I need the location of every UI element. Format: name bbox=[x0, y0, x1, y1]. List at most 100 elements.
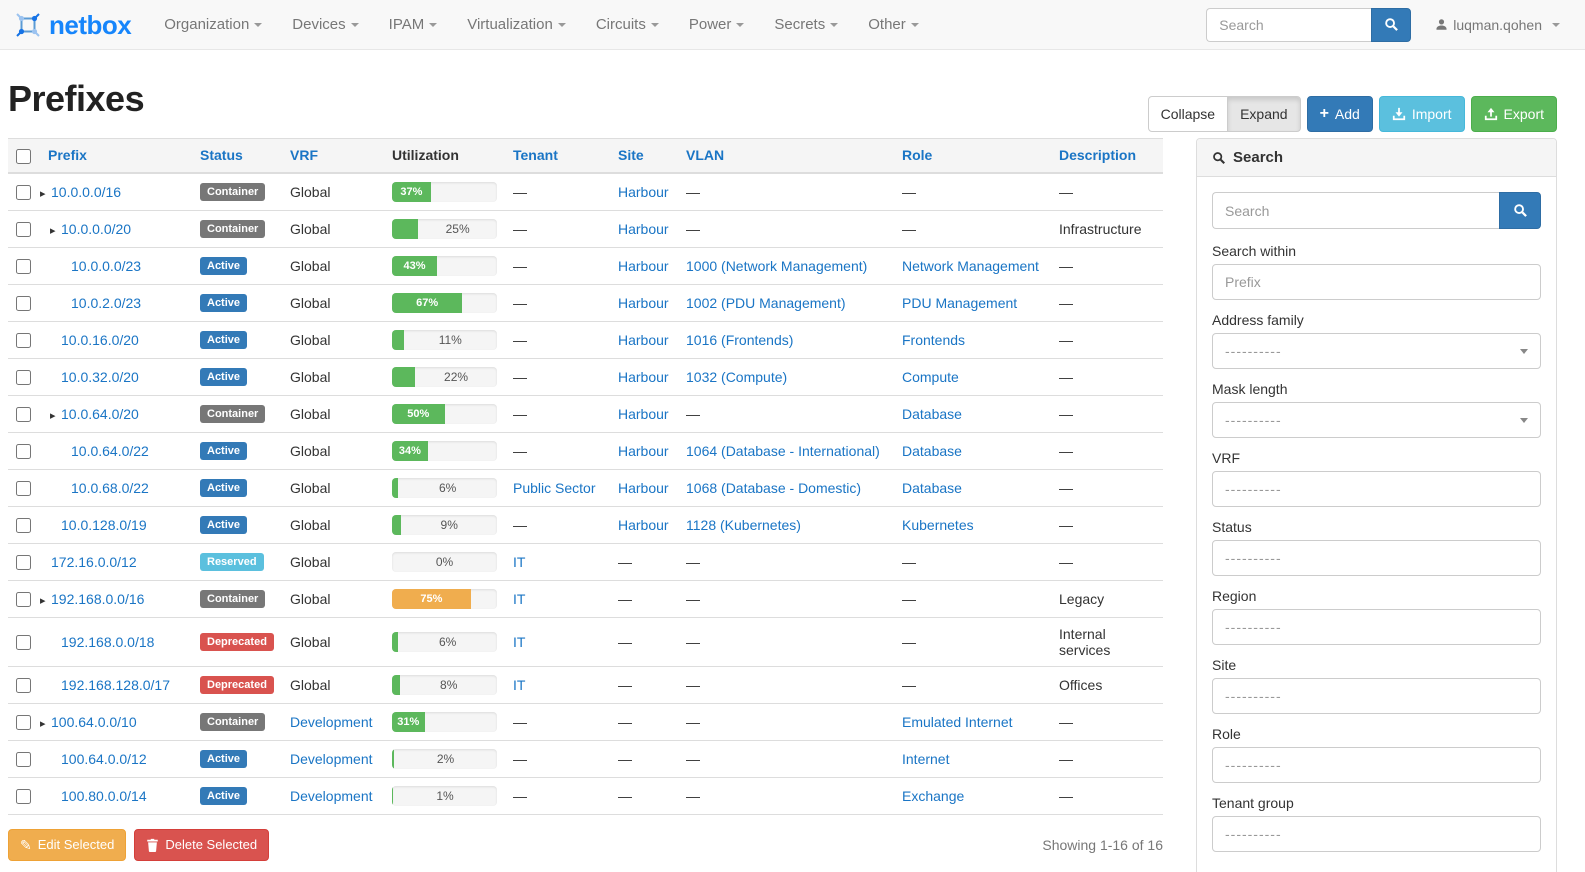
role-link[interactable]: Internet bbox=[902, 750, 950, 767]
user-menu[interactable]: luqman.qohen bbox=[1435, 17, 1560, 33]
prefix-link[interactable]: 100.64.0.0/10 bbox=[51, 713, 137, 730]
row-checkbox[interactable] bbox=[16, 592, 31, 608]
vrf-link[interactable]: Development bbox=[290, 787, 373, 804]
row-checkbox[interactable] bbox=[16, 481, 31, 497]
prefix-link[interactable]: 10.0.32.0/20 bbox=[61, 368, 139, 385]
collapse-button[interactable]: Collapse bbox=[1147, 96, 1229, 132]
role-link[interactable]: Compute bbox=[902, 368, 959, 385]
field-select-vrf[interactable]: ---------- bbox=[1212, 471, 1541, 507]
site-link[interactable]: Harbour bbox=[618, 257, 669, 274]
prefix-link[interactable]: 100.64.0.0/12 bbox=[61, 750, 147, 767]
row-checkbox[interactable] bbox=[16, 678, 31, 694]
tenant-link[interactable]: IT bbox=[513, 676, 526, 693]
prefix-link[interactable]: 10.0.68.0/22 bbox=[71, 479, 149, 496]
field-select-site[interactable]: ---------- bbox=[1212, 678, 1541, 714]
import-button[interactable]: Import bbox=[1378, 96, 1465, 132]
vrf-link[interactable]: Development bbox=[290, 713, 373, 730]
field-input-search-within[interactable] bbox=[1212, 264, 1541, 300]
column-header-prefix[interactable]: Prefix bbox=[40, 137, 192, 174]
vlan-link[interactable]: 1128 (Kubernetes) bbox=[686, 516, 801, 533]
role-link[interactable]: PDU Management bbox=[902, 294, 1018, 311]
row-checkbox[interactable] bbox=[16, 555, 31, 571]
row-checkbox[interactable] bbox=[16, 370, 31, 386]
field-select-region[interactable]: ---------- bbox=[1212, 609, 1541, 645]
row-checkbox[interactable] bbox=[16, 635, 31, 651]
site-link[interactable]: Harbour bbox=[618, 405, 669, 422]
role-link[interactable]: Database bbox=[902, 442, 962, 459]
vlan-link[interactable]: 1016 (Frontends) bbox=[686, 331, 794, 348]
prefix-link[interactable]: 192.168.128.0/17 bbox=[61, 676, 170, 693]
site-link[interactable]: Harbour bbox=[618, 331, 669, 348]
prefix-link[interactable]: 10.0.0.0/23 bbox=[71, 257, 142, 274]
role-link[interactable]: Kubernetes bbox=[902, 516, 974, 533]
role-link[interactable]: Network Management bbox=[902, 257, 1039, 274]
field-select-mask-length[interactable]: ---------- bbox=[1212, 402, 1541, 438]
edit-selected-button[interactable]: ✎ Edit Selected bbox=[8, 828, 127, 861]
prefix-link[interactable]: 192.168.0.0/16 bbox=[51, 590, 145, 607]
navbar-search-input[interactable] bbox=[1206, 7, 1372, 42]
column-header-role[interactable]: Role bbox=[894, 137, 1051, 174]
tenant-link[interactable]: IT bbox=[513, 590, 526, 607]
add-button[interactable]: + Add bbox=[1306, 96, 1373, 132]
column-header-vrf[interactable]: VRF bbox=[282, 137, 384, 174]
site-link[interactable]: Harbour bbox=[618, 479, 669, 496]
brand[interactable]: netbox bbox=[14, 11, 132, 39]
row-checkbox[interactable] bbox=[16, 222, 31, 238]
row-checkbox[interactable] bbox=[16, 518, 31, 534]
row-checkbox[interactable] bbox=[16, 296, 31, 312]
nav-menu-ipam[interactable]: IPAM bbox=[374, 2, 453, 47]
field-select-status[interactable]: ---------- bbox=[1212, 540, 1541, 576]
role-link[interactable]: Exchange bbox=[902, 787, 965, 804]
site-link[interactable]: Harbour bbox=[618, 442, 669, 459]
row-checkbox[interactable] bbox=[16, 789, 31, 805]
row-checkbox[interactable] bbox=[16, 715, 31, 731]
delete-selected-button[interactable]: Delete Selected bbox=[134, 828, 270, 861]
prefix-link[interactable]: 100.80.0.0/14 bbox=[61, 787, 147, 804]
role-link[interactable]: Database bbox=[902, 405, 962, 422]
nav-menu-power[interactable]: Power bbox=[674, 2, 760, 47]
prefix-link[interactable]: 10.0.16.0/20 bbox=[61, 331, 139, 348]
sidebar-search-button[interactable] bbox=[1499, 192, 1541, 229]
column-header-description[interactable]: Description bbox=[1051, 137, 1163, 174]
role-link[interactable]: Emulated Internet bbox=[902, 713, 1013, 730]
column-header-tenant[interactable]: Tenant bbox=[505, 137, 610, 174]
nav-menu-circuits[interactable]: Circuits bbox=[581, 2, 674, 47]
tenant-link[interactable]: Public Sector bbox=[513, 479, 596, 496]
prefix-link[interactable]: 10.0.128.0/19 bbox=[61, 516, 147, 533]
expand-button[interactable]: Expand bbox=[1227, 96, 1301, 132]
vrf-link[interactable]: Development bbox=[290, 750, 373, 767]
export-button[interactable]: Export bbox=[1470, 96, 1557, 132]
prefix-link[interactable]: 10.0.64.0/20 bbox=[61, 405, 139, 422]
site-link[interactable]: Harbour bbox=[618, 294, 669, 311]
field-select-tenant-group[interactable]: ---------- bbox=[1212, 816, 1541, 852]
role-link[interactable]: Database bbox=[902, 479, 962, 496]
vlan-link[interactable]: 1000 (Network Management) bbox=[686, 257, 868, 274]
row-checkbox[interactable] bbox=[16, 333, 31, 349]
site-link[interactable]: Harbour bbox=[618, 183, 669, 200]
column-header-site[interactable]: Site bbox=[610, 137, 678, 174]
sidebar-search-input[interactable] bbox=[1212, 192, 1499, 229]
nav-menu-organization[interactable]: Organization bbox=[149, 2, 277, 47]
prefix-link[interactable]: 10.0.0.0/20 bbox=[61, 220, 132, 237]
nav-menu-other[interactable]: Other bbox=[853, 2, 934, 47]
vlan-link[interactable]: 1064 (Database - International) bbox=[686, 442, 880, 459]
prefix-link[interactable]: 10.0.64.0/22 bbox=[71, 442, 149, 459]
site-link[interactable]: Harbour bbox=[618, 220, 669, 237]
nav-menu-virtualization[interactable]: Virtualization bbox=[452, 2, 581, 47]
nav-menu-devices[interactable]: Devices bbox=[277, 2, 373, 47]
prefix-link[interactable]: 10.0.0.0/16 bbox=[51, 183, 122, 200]
row-checkbox[interactable] bbox=[16, 185, 31, 201]
column-header-status[interactable]: Status bbox=[192, 137, 282, 174]
vlan-link[interactable]: 1002 (PDU Management) bbox=[686, 294, 846, 311]
field-select-role[interactable]: ---------- bbox=[1212, 747, 1541, 783]
column-header-vlan[interactable]: VLAN bbox=[678, 137, 894, 174]
row-checkbox[interactable] bbox=[16, 259, 31, 275]
tenant-link[interactable]: IT bbox=[513, 633, 526, 650]
prefix-link[interactable]: 10.0.2.0/23 bbox=[71, 294, 142, 311]
row-checkbox[interactable] bbox=[16, 407, 31, 423]
vlan-link[interactable]: 1068 (Database - Domestic) bbox=[686, 479, 862, 496]
select-all-checkbox[interactable] bbox=[16, 148, 31, 164]
row-checkbox[interactable] bbox=[16, 444, 31, 460]
field-select-address-family[interactable]: ---------- bbox=[1212, 333, 1541, 369]
tenant-link[interactable]: IT bbox=[513, 553, 526, 570]
